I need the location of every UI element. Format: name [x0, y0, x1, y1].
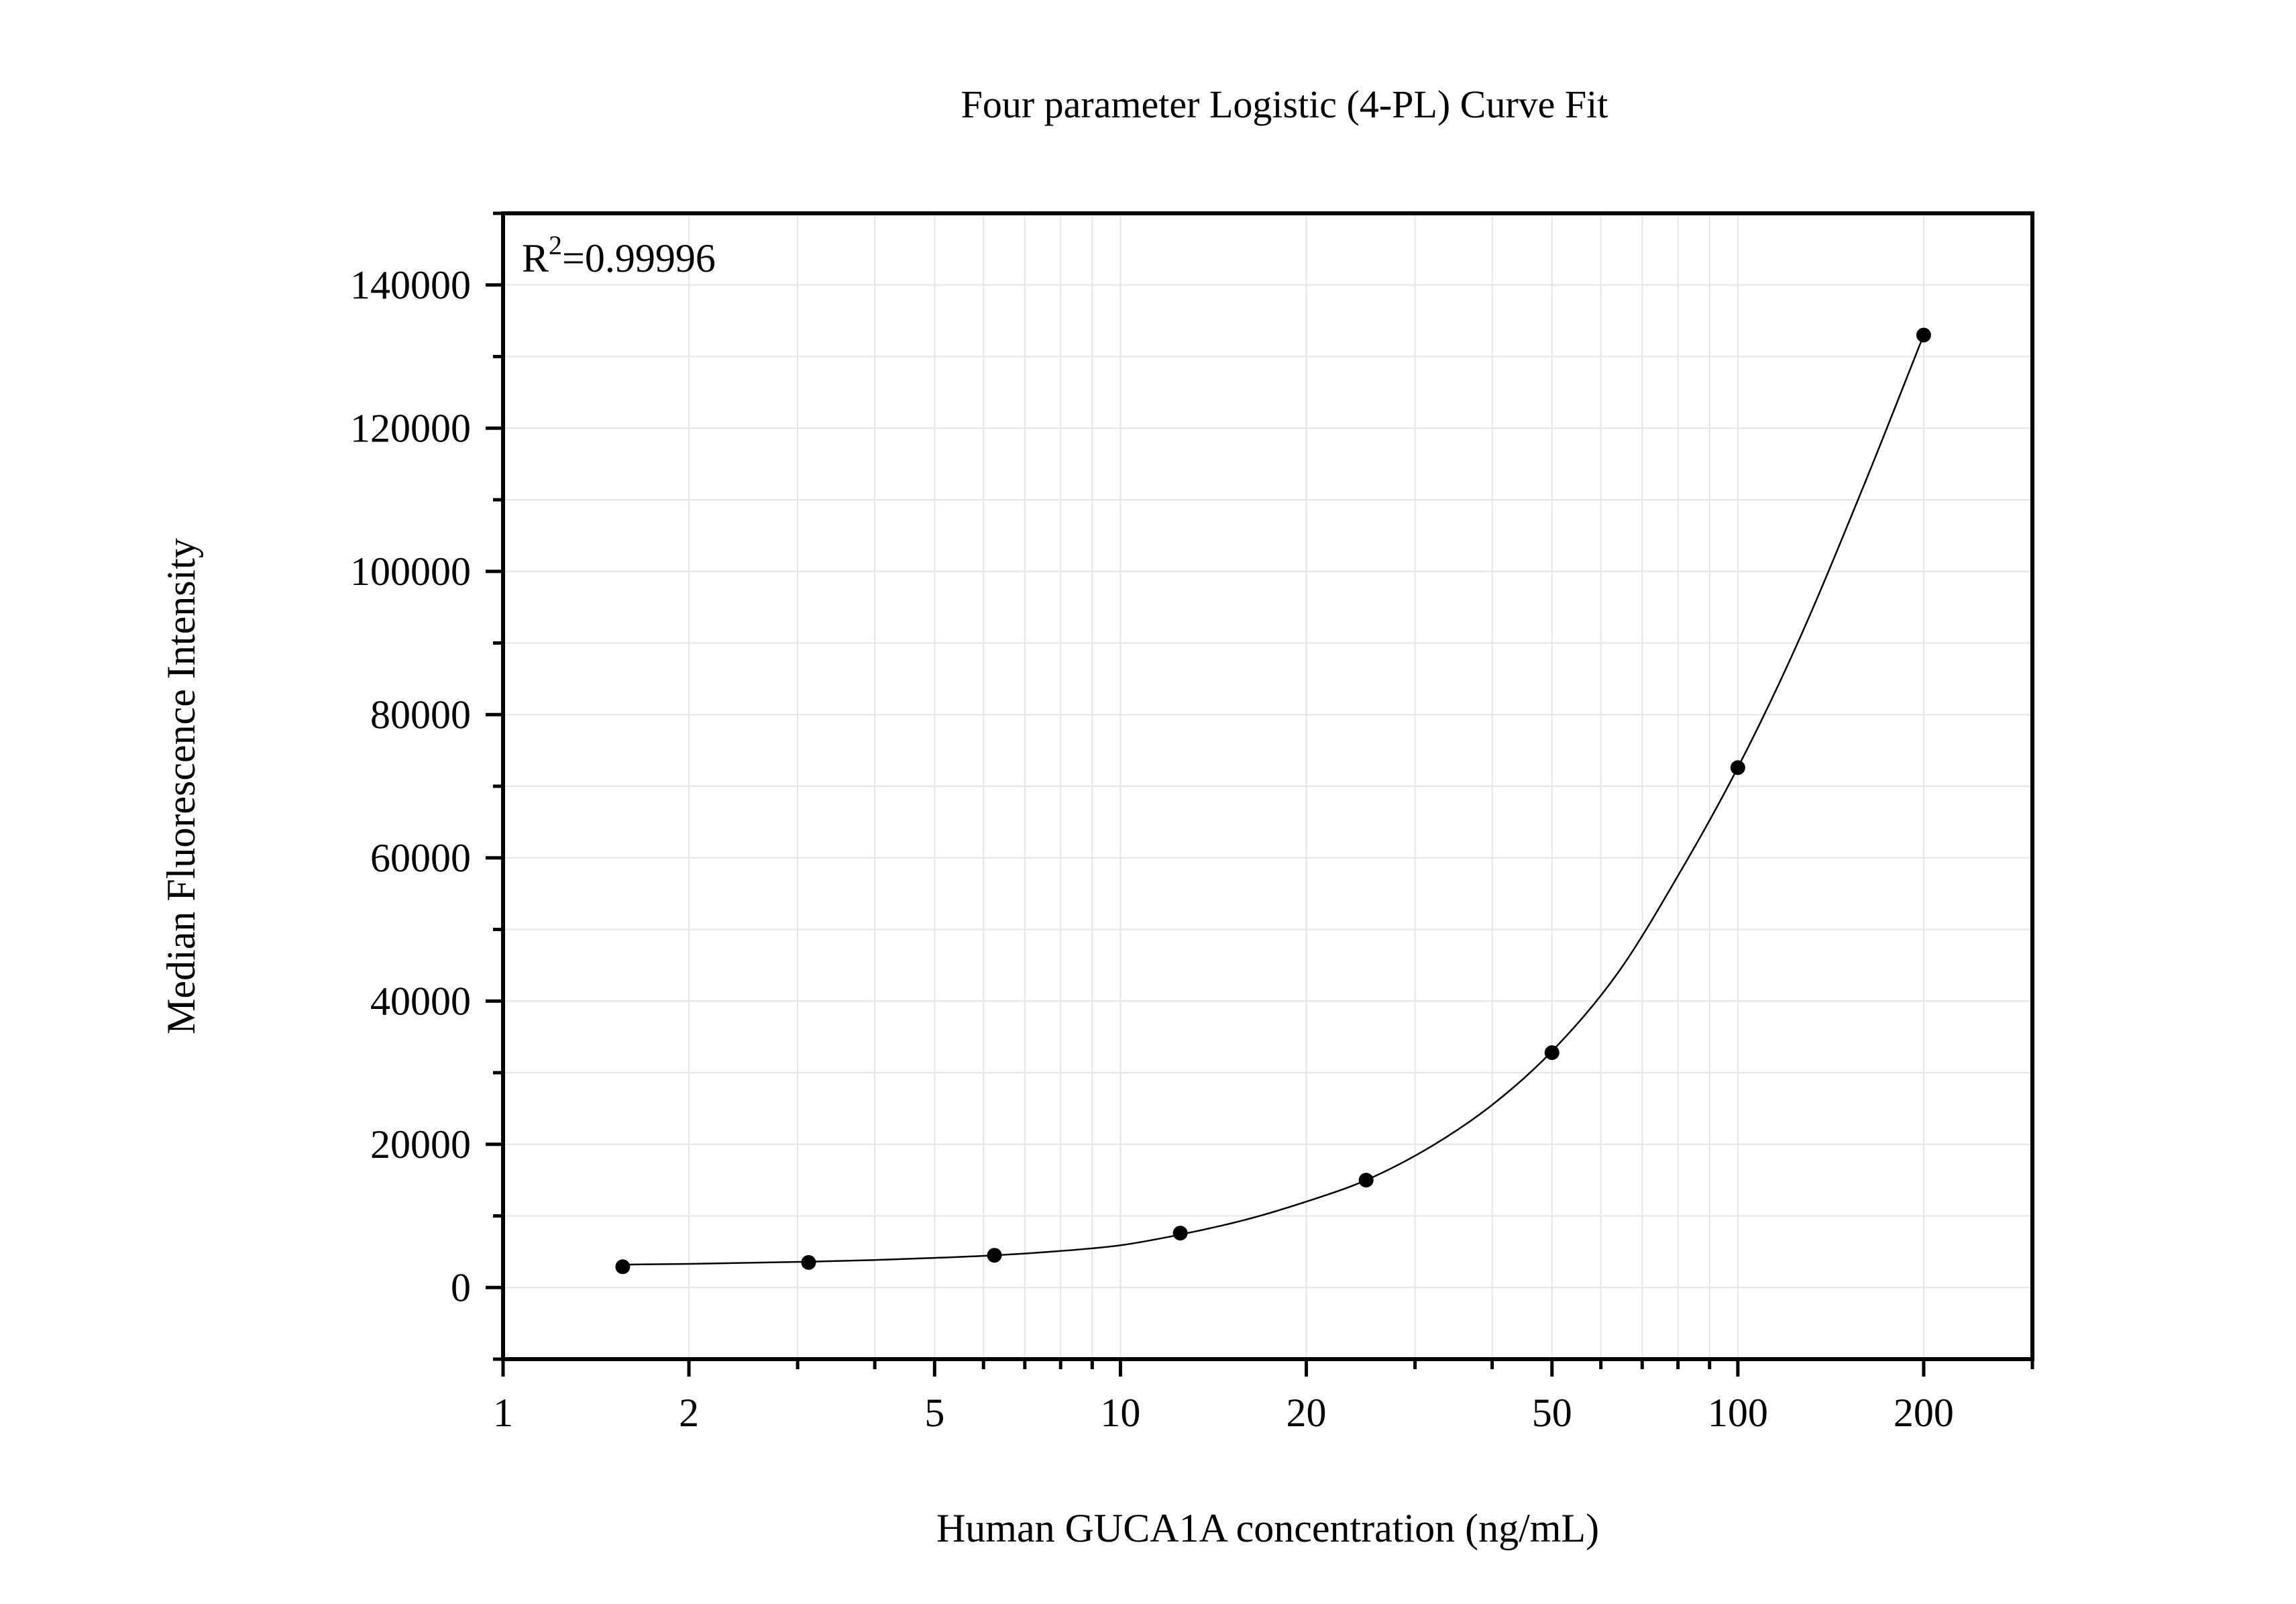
- data-point: [1916, 327, 1931, 343]
- y-tick-label: 100000: [350, 549, 471, 594]
- data-point: [987, 1248, 1002, 1263]
- y-axis-label: Median Fluorescence Intensity: [159, 538, 203, 1034]
- x-tick-label: 5: [924, 1391, 944, 1435]
- x-tick-label: 50: [1532, 1391, 1572, 1435]
- grid: [503, 213, 2033, 1359]
- x-tick-label: 2: [679, 1391, 699, 1435]
- data-point: [1172, 1226, 1188, 1241]
- y-tick-label: 80000: [370, 692, 471, 737]
- y-tick-label: 140000: [350, 263, 471, 307]
- y-tick-label: 60000: [370, 836, 471, 880]
- x-tick-label: 200: [1894, 1391, 1954, 1435]
- x-axis-ticks: [501, 1359, 2034, 1377]
- x-axis-label: Human GUCA1A concentration (ng/mL): [936, 1506, 1599, 1550]
- fit-curve: [622, 335, 1925, 1266]
- x-tick-label: 100: [1708, 1391, 1768, 1435]
- x-tick-label: 1: [493, 1391, 513, 1435]
- data-point: [1544, 1045, 1560, 1061]
- x-tick-labels: 1 2 5 10 20 50 100 200: [493, 1391, 1954, 1435]
- r-squared-annotation: R2=0.99996: [522, 230, 716, 280]
- y-tick-labels: 0 20000 40000 60000 80000 100000 120000 140000: [350, 263, 471, 1310]
- data-point: [615, 1259, 631, 1275]
- data-point: [801, 1254, 816, 1270]
- plot-frame: [501, 211, 2034, 1361]
- y-axis-ticks: [486, 211, 503, 1361]
- y-tick-label: 20000: [370, 1122, 471, 1167]
- y-tick-label: 0: [451, 1265, 471, 1309]
- y-tick-label: 120000: [350, 406, 471, 450]
- x-tick-label: 20: [1286, 1391, 1326, 1435]
- data-point: [1730, 760, 1745, 776]
- x-tick-label: 10: [1100, 1391, 1140, 1435]
- data-points: [615, 327, 1931, 1275]
- data-point: [1358, 1173, 1374, 1188]
- chart-title: Four parameter Logistic (4-PL) Curve Fit: [961, 83, 1608, 126]
- y-tick-label: 40000: [370, 979, 471, 1023]
